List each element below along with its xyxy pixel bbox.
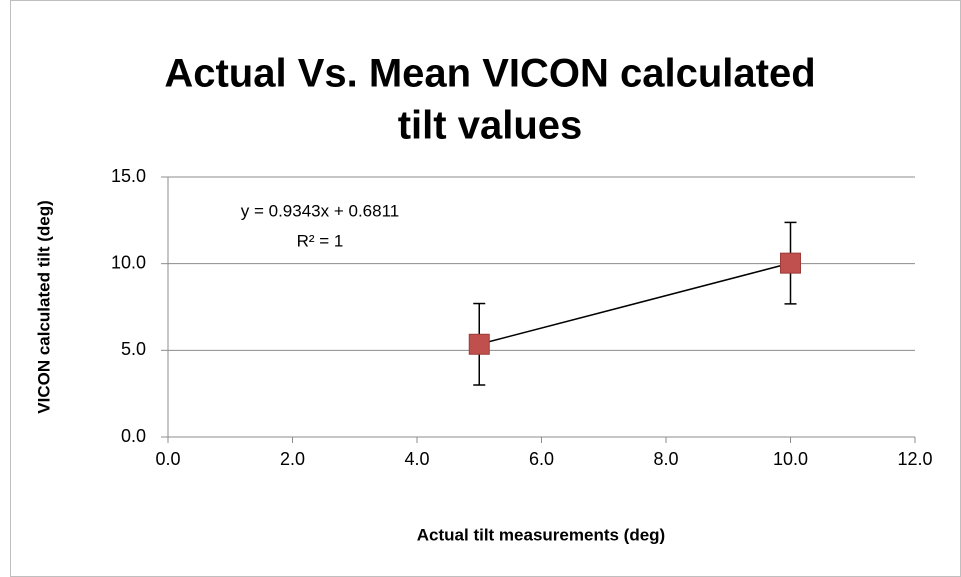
y-axis-label: VICON calculated tilt (deg) xyxy=(34,200,53,413)
x-tick-label: 2.0 xyxy=(280,449,305,469)
x-tick-label: 12.0 xyxy=(897,449,932,469)
marker xyxy=(468,333,490,355)
annotation: R² = 1 xyxy=(297,231,344,250)
x-tick-label: 6.0 xyxy=(529,449,554,469)
chart-frame xyxy=(10,0,961,577)
x-tick-label: 4.0 xyxy=(404,449,429,469)
y-tick-label: 5.0 xyxy=(121,339,146,359)
chart-title: tilt values xyxy=(398,104,583,148)
x-tick-label: 0.0 xyxy=(155,449,180,469)
x-tick-label: 8.0 xyxy=(653,449,678,469)
y-tick-label: 15.0 xyxy=(111,166,146,186)
y-tick-label: 0.0 xyxy=(121,426,146,446)
annotation: y = 0.9343x + 0.6811 xyxy=(241,201,399,220)
marker xyxy=(780,252,801,274)
x-axis-label: Actual tilt measurements (deg) xyxy=(417,525,665,544)
trendline xyxy=(479,262,791,345)
x-tick-label: 10.0 xyxy=(773,449,808,469)
y-tick-label: 10.0 xyxy=(111,252,146,272)
chart-title: Actual Vs. Mean VICON calculated xyxy=(164,52,815,96)
